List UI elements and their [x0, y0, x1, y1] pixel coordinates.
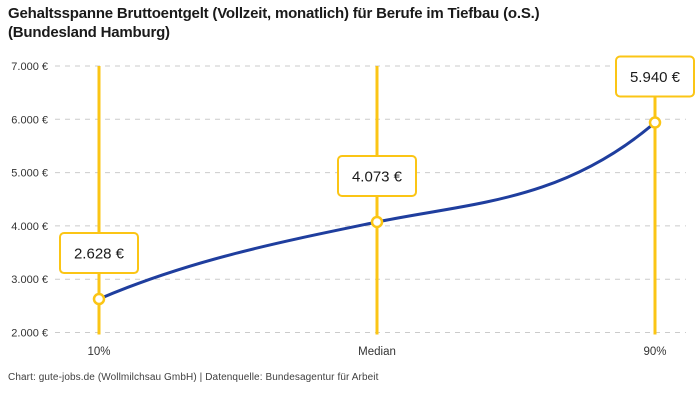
value-label-box	[337, 155, 417, 198]
data-point-marker	[92, 292, 106, 306]
x-axis-category-label: Median	[358, 346, 396, 358]
value-label-box	[615, 55, 695, 98]
y-axis-tick-label: 2.000 €	[11, 328, 48, 340]
value-label: 4.073 €	[352, 169, 403, 186]
y-axis-tick-label: 4.000 €	[11, 221, 48, 233]
value-label: 2.628 €	[74, 246, 125, 263]
x-axis-category-label: 90%	[643, 346, 666, 358]
data-point-marker	[648, 116, 662, 129]
y-axis-tick-label: 3.000 €	[11, 274, 48, 286]
y-axis-tick-label: 7.000 €	[11, 61, 48, 73]
value-label-box	[59, 232, 139, 275]
y-axis-tick-label: 6.000 €	[11, 114, 48, 126]
value-label: 5.940 €	[630, 69, 681, 86]
data-point-marker	[370, 215, 384, 229]
salary-range-chart: 2.000 € 3.000 € 4.000 € 5.000 € 6.000 € 7.000…	[11, 55, 695, 358]
x-axis-category-label: 10%	[87, 346, 110, 358]
y-axis-tick-label: 5.000 €	[11, 168, 48, 180]
chart-title: Gehaltsspanne Bruttoentgelt (Vollzeit, m…	[8, 5, 540, 41]
chart-source-attribution: Chart: gute-jobs.de (Wollmilchsau GmbH) …	[8, 372, 379, 383]
